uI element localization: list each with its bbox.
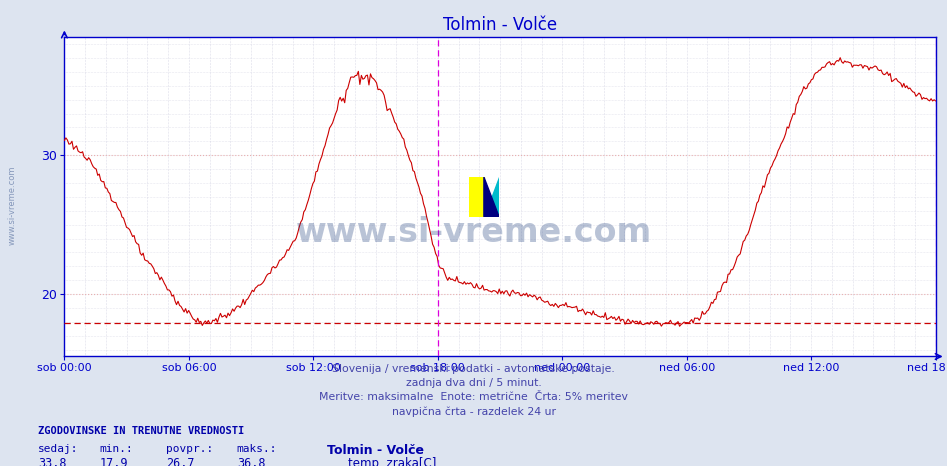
Text: maks.:: maks.: [237,444,277,454]
Text: temp. zraka[C]: temp. zraka[C] [348,457,436,466]
Text: zadnja dva dni / 5 minut.: zadnja dva dni / 5 minut. [405,378,542,388]
Text: www.si-vreme.com: www.si-vreme.com [295,217,652,249]
Bar [469,177,484,217]
Text: 26,7: 26,7 [166,457,194,466]
Text: 33,8: 33,8 [38,457,66,466]
Polygon shape [484,177,499,217]
Title: Tolmin - Volče: Tolmin - Volče [443,16,557,34]
Text: ZGODOVINSKE IN TRENUTNE VREDNOSTI: ZGODOVINSKE IN TRENUTNE VREDNOSTI [38,426,244,436]
Text: 36,8: 36,8 [237,457,265,466]
Text: 17,9: 17,9 [99,457,128,466]
Text: Tolmin - Volče: Tolmin - Volče [327,444,423,457]
Text: povpr.:: povpr.: [166,444,213,454]
Text: navpična črta - razdelek 24 ur: navpična črta - razdelek 24 ur [391,406,556,417]
Text: www.si-vreme.com: www.si-vreme.com [8,165,17,245]
Text: Slovenija / vremenski podatki - avtomatske postaje.: Slovenija / vremenski podatki - avtomats… [332,364,615,374]
Text: min.:: min.: [99,444,134,454]
Text: sedaj:: sedaj: [38,444,79,454]
Polygon shape [484,177,499,217]
Text: Meritve: maksimalne  Enote: metrične  Črta: 5% meritev: Meritve: maksimalne Enote: metrične Črta… [319,392,628,402]
